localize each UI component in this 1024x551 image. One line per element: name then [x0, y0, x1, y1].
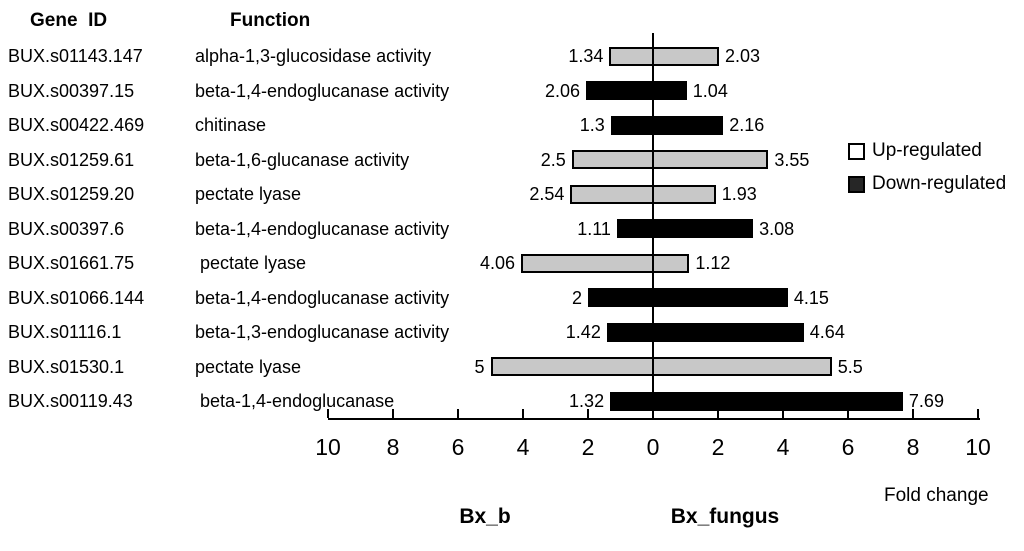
function-label: chitinase	[195, 115, 267, 135]
function-label: beta-1,6-glucanase activity	[195, 149, 410, 170]
bx-fungus-value-label: 1.04	[692, 80, 728, 101]
function-label: pectate lyase	[195, 184, 302, 204]
gene-id-label: BUX.s01259.20	[8, 184, 135, 204]
function-label: beta-1,4-endoglucanase activity	[195, 218, 450, 239]
gene-id-label: BUX.s00119.43	[8, 391, 133, 411]
right-group-label: Bx_fungus	[670, 505, 780, 528]
bx-b-value-label: 1.3	[579, 115, 605, 135]
function-label: beta-1,3-endoglucanase activity	[195, 322, 450, 342]
x-axis-tick-label: 2	[711, 434, 725, 460]
x-axis-tick-label: 10	[965, 434, 991, 460]
fold-change-bar	[588, 288, 788, 307]
fold-change-bar	[606, 322, 804, 342]
bx-b-value-label: 1.42	[565, 322, 601, 342]
gene-id-label: BUX.s00422.469	[8, 115, 145, 135]
legend-label: Up-regulated	[872, 140, 982, 161]
x-axis-tick-label: 8	[386, 434, 400, 460]
function-label: alpha-1,3-glucosidase activity	[195, 46, 432, 66]
bx-b-value-label: 2.5	[540, 149, 566, 170]
legend-label: Down-regulated	[872, 173, 1007, 194]
fold-change-bar	[521, 253, 690, 273]
gene-id-label: BUX.s01143.147	[8, 46, 143, 66]
fold-change-bar	[570, 184, 716, 204]
x-axis-tick	[977, 409, 979, 418]
x-axis-tick	[782, 409, 784, 418]
x-axis-title: Fold change	[884, 485, 989, 506]
legend-item-down-regulated: Down-regulated	[848, 173, 1007, 194]
bx-b-value-label: 4.06	[480, 253, 516, 273]
x-axis-tick	[912, 409, 914, 418]
gene-id-label: BUX.s01259.61	[8, 149, 135, 170]
bx-fungus-value-label: 1.93	[721, 184, 757, 204]
legend-item-up-regulated: Up-regulated	[848, 140, 982, 161]
fold-change-bar	[610, 115, 724, 135]
x-axis-tick	[457, 409, 459, 418]
gene-id-column-header: Gene ID	[30, 10, 108, 31]
bx-fungus-value-label: 2.03	[724, 46, 761, 66]
function-column-header: Function	[230, 10, 311, 31]
gene-id-label: BUX.s00397.15	[8, 80, 135, 101]
x-axis-tick-label: 4	[516, 434, 530, 460]
x-axis-tick-label: 2	[581, 434, 595, 460]
bx-b-value-label: 1.11	[577, 218, 611, 239]
gene-id-label: BUX.s01066.144	[8, 287, 145, 308]
function-label: pectate lyase	[195, 356, 302, 377]
bx-b-value-label: 1.34	[568, 46, 604, 66]
left-group-label: Bx_b	[459, 505, 511, 528]
bx-b-value-label: 5	[474, 356, 485, 377]
x-axis-tick-label: 6	[451, 434, 465, 460]
bx-b-value-label: 2.06	[545, 80, 581, 101]
down-regulated-swatch-icon	[848, 175, 865, 193]
x-axis-tick-label: 8	[906, 434, 920, 460]
function-label: beta-1,4-endoglucanase	[195, 391, 395, 411]
x-axis-tick	[587, 409, 589, 418]
bx-fungus-value-label: 1.12	[695, 253, 731, 273]
bx-b-value-label: 2.54	[529, 184, 565, 204]
x-axis-tick	[717, 409, 719, 418]
x-axis-tick-label: 0	[646, 434, 660, 460]
bx-fungus-value-label: 4.64	[809, 322, 845, 342]
fold-change-bar	[571, 150, 769, 169]
x-axis-tick	[847, 409, 849, 418]
x-axis-tick-label: 10	[315, 434, 341, 460]
fold-change-bar	[610, 391, 903, 411]
bx-b-value-label: 2	[571, 287, 582, 308]
gene-id-label: BUX.s01116.1	[8, 322, 122, 342]
fold-change-bar	[616, 219, 754, 238]
x-axis-tick-label: 6	[841, 434, 855, 460]
bx-fungus-value-label: 2.16	[729, 115, 765, 135]
bx-fungus-value-label: 7.69	[908, 391, 944, 411]
fold-change-bar	[490, 357, 832, 376]
up-regulated-swatch-icon	[848, 142, 865, 160]
function-label: beta-1,4-endoglucanase activity	[195, 80, 450, 101]
zero-baseline	[652, 33, 654, 420]
fold-change-bar	[586, 81, 687, 100]
x-axis-tick	[392, 409, 394, 418]
bx-fungus-value-label: 3.55	[774, 149, 810, 170]
fold-change-bar	[609, 46, 719, 66]
bx-fungus-value-label: 5.5	[837, 356, 863, 377]
bx-b-value-label: 1.32	[569, 391, 605, 411]
x-axis-line	[328, 418, 980, 420]
gene-id-label: BUX.s00397.6	[8, 218, 125, 239]
x-axis-tick	[522, 409, 524, 418]
bx-fungus-value-label: 3.08	[759, 218, 795, 239]
gene-id-label: BUX.s01530.1	[8, 356, 125, 377]
function-label: pectate lyase	[195, 253, 307, 273]
bx-fungus-value-label: 4.15	[793, 287, 829, 308]
function-label: beta-1,4-endoglucanase activity	[195, 287, 450, 308]
x-axis-tick	[327, 409, 329, 418]
x-axis-tick-label: 4	[776, 434, 790, 460]
gene-id-label: BUX.s01661.75	[8, 253, 135, 273]
